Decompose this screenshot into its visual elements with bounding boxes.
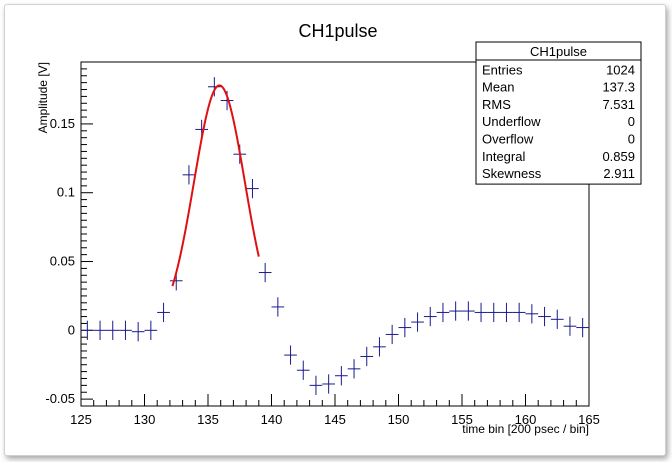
x-tick-label: 155 (451, 412, 473, 427)
x-tick-label: 160 (515, 412, 537, 427)
data-point (81, 320, 94, 340)
data-point (131, 322, 145, 342)
data-point (449, 301, 462, 321)
data-point (271, 297, 285, 317)
stats-row-value: 0 (628, 114, 635, 129)
stats-box: CH1pulse Entries 1024 Mean 137.3 RMS 7.531 Unde… (475, 41, 642, 185)
stats-row-label: Underflow (482, 114, 541, 129)
x-tick-label: 135 (197, 412, 219, 427)
data-point (423, 306, 437, 327)
data-point (462, 301, 475, 321)
data-point (157, 302, 170, 323)
data-point (208, 77, 221, 97)
x-axis-title: time bin [200 psec / bin] (462, 422, 589, 436)
data-point (335, 366, 348, 386)
data-point (284, 345, 297, 365)
data-point (246, 178, 259, 199)
data-point (360, 346, 374, 367)
data-point (322, 374, 335, 394)
data-point (119, 320, 132, 340)
stats-row-label: RMS (482, 97, 511, 112)
y-tick-label: -0.05 (45, 391, 75, 406)
stats-row-label: Mean (482, 80, 515, 95)
x-tick-label: 145 (324, 412, 346, 427)
stats-row-label: Entries (482, 62, 523, 77)
stats-row-label: Integral (482, 149, 525, 164)
stats-row-value: 2.911 (603, 166, 635, 181)
pulse-chart: CH1pulse 125 130 135 140 145 150 155 160 165 -0.… (36, 21, 642, 436)
stats-box-frame (475, 41, 642, 185)
stats-row-label: Skewness (482, 166, 542, 181)
stats-row-value: 7.531 (602, 97, 635, 112)
data-points (81, 77, 589, 395)
data-point (182, 165, 196, 185)
data-point (538, 306, 551, 327)
y-axis-ticks: -0.05 0 0.05 0.1 0.15 (45, 61, 93, 407)
x-axis-ticks: 125 130 135 140 145 150 155 160 165 (70, 394, 600, 427)
data-point (258, 262, 272, 283)
data-point (93, 320, 107, 340)
data-point (385, 324, 399, 345)
x-tick-label: 125 (70, 412, 92, 427)
stats-row-value: 0 (628, 132, 635, 147)
stats-row-label: Overflow (482, 132, 534, 147)
y-tick-label: 0 (68, 322, 75, 337)
data-point (487, 302, 501, 323)
data-point (576, 317, 589, 338)
stats-row-value: 1024 (606, 62, 635, 77)
canvas-frame: CH1pulse 125 130 135 140 145 150 155 160 165 -0.… (4, 4, 666, 456)
data-point (411, 312, 424, 332)
data-point (474, 302, 488, 323)
data-point (563, 316, 577, 336)
x-tick-label: 150 (388, 412, 410, 427)
stats-row-value: 0.859 (602, 149, 635, 164)
x-tick-label: 140 (261, 412, 283, 427)
data-point (373, 337, 386, 357)
chart-title: CH1pulse (298, 21, 377, 41)
data-point (512, 302, 526, 323)
data-point (144, 320, 158, 340)
x-tick-label: 165 (578, 412, 600, 427)
y-tick-label: 0.1 (57, 185, 75, 200)
fit-curve (171, 84, 260, 287)
data-point (309, 375, 323, 395)
data-point (347, 359, 361, 379)
y-axis-title: Amplitude [V] (36, 62, 50, 133)
data-point (500, 302, 513, 323)
data-point (398, 317, 412, 338)
y-tick-label: 0.15 (50, 116, 75, 131)
x-tick-label: 130 (134, 412, 156, 427)
data-point (436, 302, 450, 323)
y-tick-label: 0.05 (50, 254, 75, 269)
data-point (550, 309, 564, 329)
stats-box-title: CH1pulse (530, 44, 587, 59)
stats-row-value: 137.3 (602, 80, 635, 95)
data-point (106, 320, 120, 340)
data-point (296, 360, 310, 380)
data-point (525, 304, 539, 324)
